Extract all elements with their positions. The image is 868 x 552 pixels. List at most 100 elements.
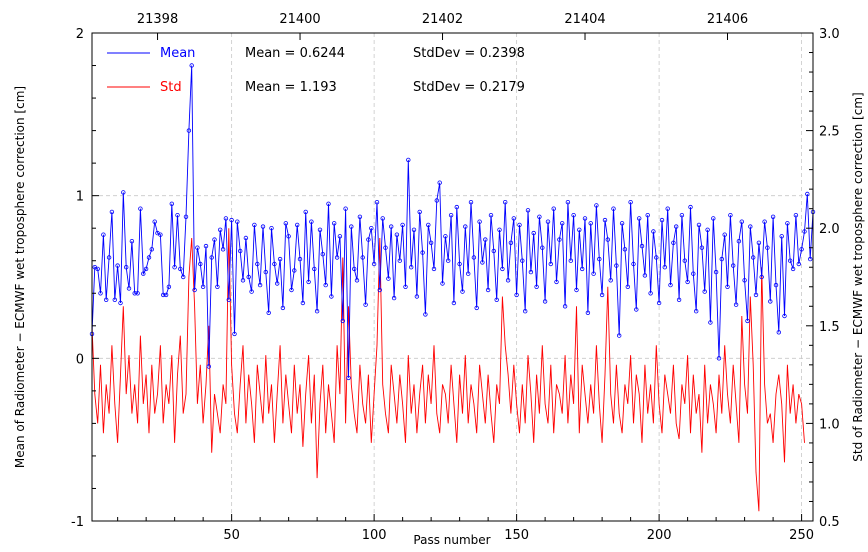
data-point-mean (483, 237, 488, 242)
data-point-mean (699, 245, 705, 250)
data-point-mean (132, 291, 137, 296)
data-point-mean (759, 274, 764, 280)
data-point-mean (175, 212, 180, 218)
data-point-mean (674, 224, 679, 229)
data-point-mean (314, 309, 320, 314)
data-point-mean (457, 261, 462, 267)
data-point-mean (440, 281, 445, 286)
data-point-mean (380, 216, 385, 221)
data-point-mean (696, 222, 702, 228)
data-point-mean (580, 266, 585, 272)
data-point-mean (637, 216, 642, 221)
data-point-mean (608, 278, 613, 283)
data-point-mean (751, 255, 756, 260)
data-point-mean (685, 279, 690, 285)
data-point-mean (611, 206, 616, 211)
data-point-mean (531, 230, 536, 236)
data-point-mean (235, 219, 240, 224)
data-point-mean (183, 214, 189, 219)
legend-mean-value-mean: Mean = 0.6244 (245, 46, 345, 61)
data-point-mean (414, 294, 420, 299)
data-point-mean (397, 258, 402, 263)
y-tick-label-left: 2 (76, 27, 84, 42)
data-point-mean (599, 292, 605, 298)
y-tick-label-left: 1 (76, 190, 84, 205)
data-point-mean (542, 299, 548, 304)
data-point-mean (383, 245, 388, 250)
data-point-mean (702, 289, 707, 294)
x-tick-label: 100 (362, 528, 387, 543)
data-point-mean (708, 320, 713, 325)
data-point-mean (215, 284, 220, 289)
data-point-mean (537, 214, 542, 219)
top-tick-label: 21402 (422, 12, 463, 27)
data-point-mean (523, 309, 528, 314)
legend-label-mean: Mean (160, 46, 195, 61)
data-point-mean (560, 221, 565, 226)
data-point-mean (343, 206, 348, 211)
data-point-mean (121, 190, 126, 195)
data-point-mean (565, 199, 571, 205)
data-point-mean (246, 274, 251, 280)
y-tick-label-right: 0.5 (819, 515, 840, 530)
data-point-mean (676, 297, 682, 302)
data-point-mean (665, 206, 670, 211)
data-point-mean (728, 212, 733, 218)
data-point-mean (237, 248, 243, 254)
data-point-mean (574, 287, 579, 293)
data-point-mean (400, 222, 405, 228)
data-point-mean (195, 245, 200, 250)
y-tick-label-left: -1 (71, 515, 84, 530)
data-point-mean (799, 247, 804, 252)
data-point-mean (770, 214, 776, 219)
data-point-mean (354, 278, 360, 283)
data-point-mean (773, 282, 779, 288)
data-point-mean (260, 224, 266, 229)
data-point-mean (514, 292, 519, 298)
x-tick-label: 200 (647, 528, 672, 543)
data-point-mean (545, 219, 551, 224)
data-point-mean (232, 331, 237, 337)
data-point-mean (101, 232, 106, 237)
top-tick-label: 21400 (279, 12, 320, 27)
data-point-mean (329, 294, 334, 299)
data-point-mean (468, 199, 474, 205)
data-point-mean (309, 219, 314, 224)
y-tick-label-left: 0 (76, 352, 84, 367)
data-point-mean (508, 240, 514, 245)
data-point-mean (645, 212, 650, 218)
data-point-mean (631, 261, 636, 267)
data-point-mean (656, 300, 662, 306)
legend-label-std: Std (160, 80, 182, 95)
data-point-mean (614, 263, 619, 268)
data-point-mean (782, 313, 787, 319)
data-point-mean (671, 240, 676, 245)
x-tick-label: 150 (504, 528, 529, 543)
data-point-mean (488, 212, 494, 218)
data-point-mean (551, 206, 556, 211)
data-point-mean (648, 291, 653, 296)
x-tick-label: 50 (223, 528, 240, 543)
data-point-mean (277, 256, 283, 262)
data-point-mean (272, 261, 277, 267)
data-point-mean (269, 225, 274, 231)
data-point-mean (625, 284, 630, 289)
data-point-mean (255, 261, 260, 267)
data-point-mean (352, 266, 357, 272)
data-point-mean (249, 289, 254, 294)
data-point-mean (198, 261, 203, 267)
data-point-mean (471, 255, 477, 260)
data-point-mean (346, 375, 351, 381)
data-point-mean (448, 212, 454, 218)
data-point-mean (406, 157, 411, 163)
data-point-mean (297, 256, 303, 262)
data-point-mean (805, 191, 810, 197)
top-tick-label: 21406 (707, 12, 748, 27)
data-point-mean (642, 273, 648, 278)
data-point-mean (349, 224, 354, 229)
data-point-mean (109, 209, 115, 215)
data-point-mean (366, 237, 371, 242)
data-point-mean (802, 229, 807, 234)
data-point-mean (115, 263, 120, 268)
